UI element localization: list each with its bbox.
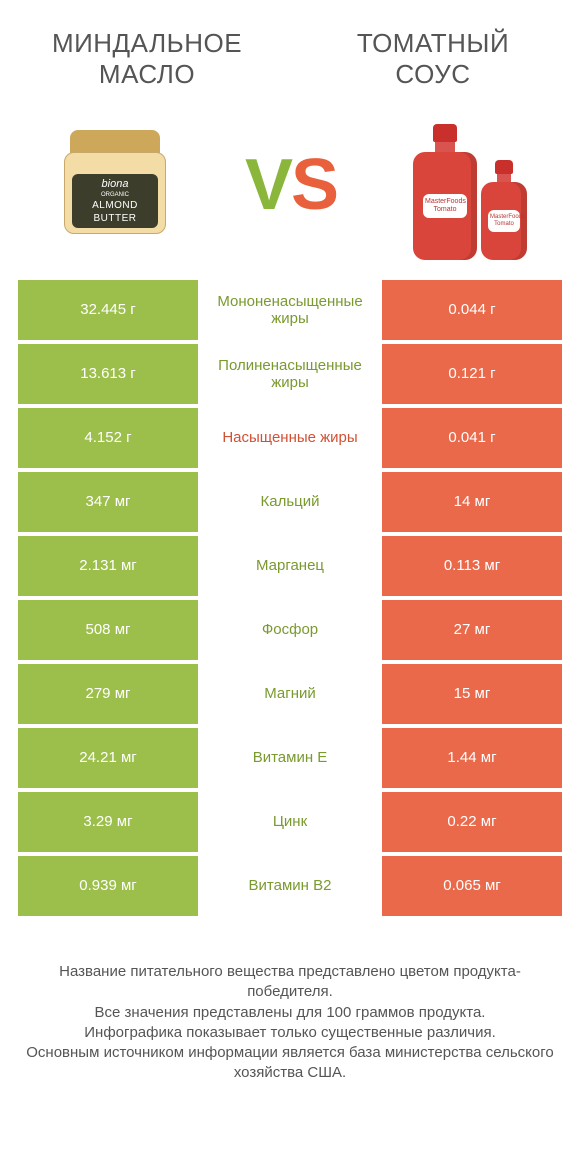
left-value: 32.445 г — [18, 280, 198, 340]
title-left: МИНДАЛЬНОЕ МАСЛО — [30, 28, 264, 90]
nutrient-label: Мононенасыщенные жиры — [198, 280, 382, 340]
right-value: 0.065 мг — [382, 856, 562, 916]
table-row: 279 мгМагний15 мг — [18, 664, 562, 724]
jar-prod1: ALMOND — [92, 200, 138, 211]
almond-butter-jar-icon: biona ORGANIC ALMOND BUTTER — [60, 130, 170, 240]
nutrient-label: Магний — [198, 664, 382, 724]
nutrient-label: Насыщенные жиры — [198, 408, 382, 468]
left-value: 2.131 мг — [18, 536, 198, 596]
hero-row: biona ORGANIC ALMOND BUTTER VS MasterFoo… — [0, 100, 580, 280]
titles-row: МИНДАЛЬНОЕ МАСЛО ТОМАТНЫЙ СОУС — [0, 0, 580, 100]
right-value: 27 мг — [382, 600, 562, 660]
nutrient-label: Витамин E — [198, 728, 382, 788]
jar-prod2: BUTTER — [94, 213, 137, 224]
vs-s: S — [291, 144, 335, 226]
nutrient-label: Цинк — [198, 792, 382, 852]
left-value: 0.939 мг — [18, 856, 198, 916]
table-row: 0.939 мгВитамин B20.065 мг — [18, 856, 562, 916]
table-row: 24.21 мгВитамин E1.44 мг — [18, 728, 562, 788]
tomato-sauce-bottles-icon: MasterFoodsTomato MasterFoodsTomato — [395, 110, 535, 260]
right-value: 0.113 мг — [382, 536, 562, 596]
left-value: 279 мг — [18, 664, 198, 724]
footer-line: Название питательного вещества представл… — [24, 962, 556, 1003]
nutrient-label: Витамин B2 — [198, 856, 382, 916]
left-value: 508 мг — [18, 600, 198, 660]
left-value: 347 мг — [18, 472, 198, 532]
bottle-name: Tomato — [425, 206, 465, 214]
footer-line: Основным источником информации является … — [24, 1043, 556, 1084]
title-right: ТОМАТНЫЙ СОУС — [316, 28, 550, 90]
jar-sub: ORGANIC — [101, 192, 129, 198]
right-value: 0.044 г — [382, 280, 562, 340]
footer-line: Все значения представлены для 100 граммо… — [24, 1003, 556, 1023]
table-row: 13.613 гПолиненасыщенные жиры0.121 г — [18, 344, 562, 404]
product-left-image: biona ORGANIC ALMOND BUTTER — [40, 115, 190, 255]
footer-notes: Название питательного вещества представл… — [0, 920, 580, 1084]
right-value: 0.041 г — [382, 408, 562, 468]
table-row: 2.131 мгМарганец0.113 мг — [18, 536, 562, 596]
table-row: 508 мгФосфор27 мг — [18, 600, 562, 660]
right-value: 14 мг — [382, 472, 562, 532]
left-value: 4.152 г — [18, 408, 198, 468]
product-right-image: MasterFoodsTomato MasterFoodsTomato — [390, 115, 540, 255]
right-value: 0.22 мг — [382, 792, 562, 852]
vs-v: V — [245, 144, 289, 226]
table-row: 3.29 мгЦинк0.22 мг — [18, 792, 562, 852]
nutrient-label: Фосфор — [198, 600, 382, 660]
table-row: 32.445 гМононенасыщенные жиры0.044 г — [18, 280, 562, 340]
bottle-brand: MasterFoods — [425, 198, 465, 206]
right-value: 0.121 г — [382, 344, 562, 404]
footer-line: Инфографика показывает только существенн… — [24, 1023, 556, 1043]
left-value: 3.29 мг — [18, 792, 198, 852]
right-value: 1.44 мг — [382, 728, 562, 788]
vs-label: VS — [245, 144, 335, 226]
nutrient-label: Кальций — [198, 472, 382, 532]
left-value: 13.613 г — [18, 344, 198, 404]
table-row: 4.152 гНасыщенные жиры0.041 г — [18, 408, 562, 468]
left-value: 24.21 мг — [18, 728, 198, 788]
jar-brand: biona — [102, 178, 129, 190]
nutrient-label: Марганец — [198, 536, 382, 596]
nutrient-label: Полиненасыщенные жиры — [198, 344, 382, 404]
table-row: 347 мгКальций14 мг — [18, 472, 562, 532]
comparison-table: 32.445 гМононенасыщенные жиры0.044 г13.6… — [0, 280, 580, 920]
right-value: 15 мг — [382, 664, 562, 724]
